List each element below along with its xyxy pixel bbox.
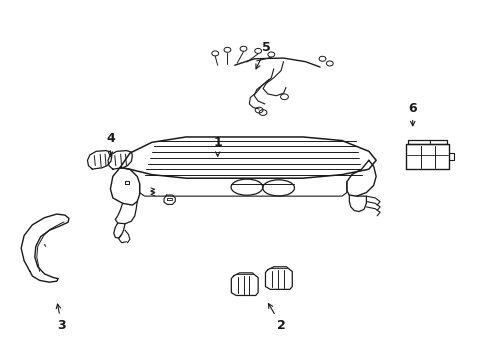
- Text: 4: 4: [106, 132, 115, 156]
- Text: 6: 6: [407, 102, 416, 126]
- Text: 2: 2: [268, 303, 285, 332]
- Text: 5: 5: [255, 41, 270, 69]
- Text: 1: 1: [213, 136, 222, 156]
- Text: 3: 3: [56, 304, 66, 332]
